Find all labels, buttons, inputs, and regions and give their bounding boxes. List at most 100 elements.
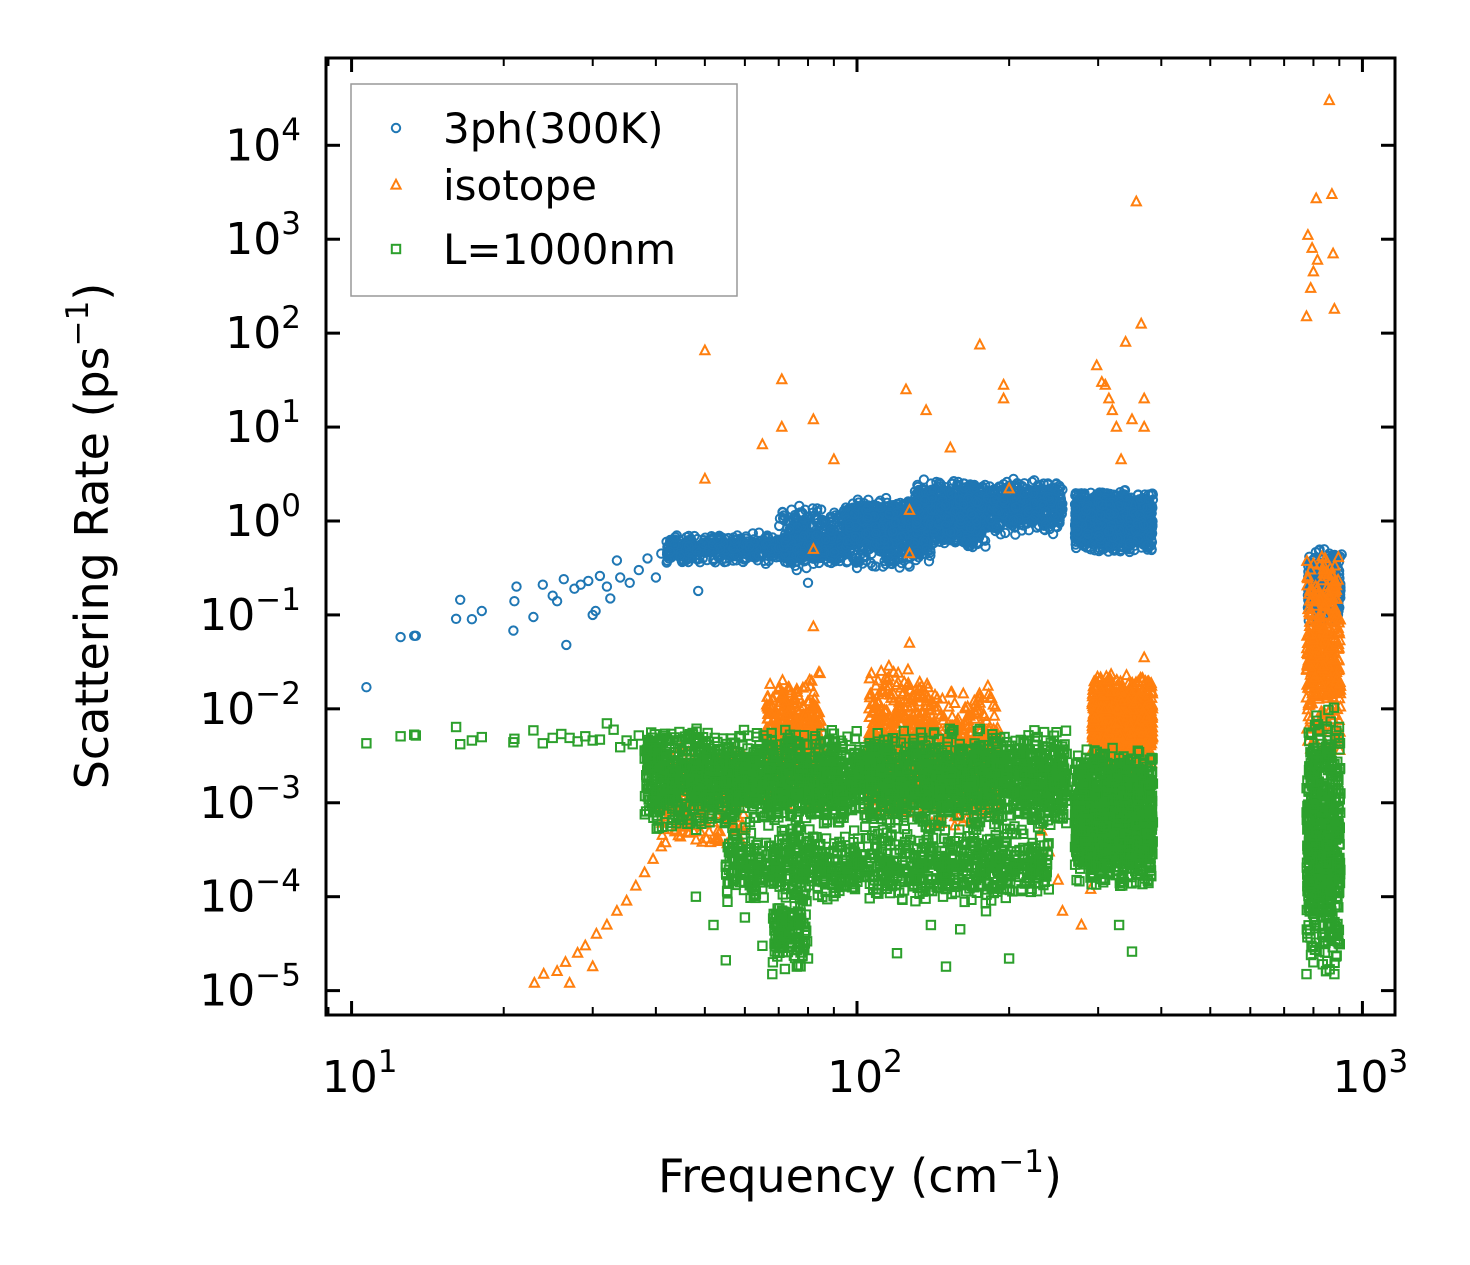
data-point	[1326, 246, 1340, 259]
data-point	[997, 377, 1010, 390]
plot-area	[361, 93, 1347, 988]
data-point	[605, 593, 616, 604]
data-point	[740, 531, 752, 542]
data-point	[1119, 334, 1132, 347]
data-point	[691, 545, 702, 556]
data-point	[662, 541, 673, 552]
data-point	[692, 554, 703, 565]
data-point	[753, 549, 764, 561]
data-point	[919, 403, 933, 416]
data-point	[508, 625, 519, 636]
data-point	[528, 975, 541, 988]
data-point	[1056, 903, 1069, 916]
data-point	[537, 966, 550, 979]
data-point	[693, 585, 704, 597]
data-point	[450, 613, 462, 624]
data-point	[738, 552, 750, 563]
data-point	[865, 557, 877, 569]
data-point	[775, 419, 789, 432]
data-point	[716, 554, 728, 565]
data-point	[1130, 194, 1143, 207]
data-point	[744, 541, 755, 552]
data-point	[807, 412, 820, 425]
data-point	[1110, 419, 1123, 432]
data-point	[558, 574, 569, 585]
data-point	[1323, 93, 1336, 106]
data-point	[610, 903, 624, 916]
data-point	[819, 547, 830, 558]
data-point	[1137, 419, 1151, 432]
data-point	[780, 537, 791, 548]
data-point	[620, 893, 633, 906]
data-point	[455, 594, 466, 605]
data-point	[650, 572, 662, 583]
data-point	[698, 471, 712, 484]
data-point	[600, 917, 614, 930]
data-point	[629, 878, 643, 891]
data-point	[611, 555, 623, 566]
data-point	[1300, 309, 1313, 322]
data-point	[509, 596, 520, 607]
data-point	[807, 619, 820, 632]
data-point	[801, 562, 812, 574]
data-point	[826, 525, 838, 537]
data-point	[1304, 280, 1317, 293]
data-point	[1307, 264, 1320, 277]
data-point	[1090, 358, 1103, 371]
data-point	[1301, 227, 1315, 240]
data-point	[551, 596, 563, 607]
data-point	[683, 530, 694, 542]
data-point	[1114, 452, 1128, 465]
data-point	[550, 964, 564, 976]
data-point	[563, 975, 576, 988]
data-point	[476, 605, 487, 617]
data-point	[759, 555, 770, 566]
data-point	[642, 553, 653, 564]
data-point	[944, 440, 957, 453]
data-point	[756, 437, 769, 450]
data-point	[594, 570, 606, 582]
data-point	[361, 682, 372, 693]
data-point	[1137, 391, 1151, 404]
data-point	[633, 564, 644, 576]
data-point	[410, 630, 421, 641]
data-point	[1311, 252, 1324, 265]
data-point	[694, 557, 706, 568]
data-point	[638, 865, 651, 878]
data-point	[715, 543, 726, 555]
data-point	[1328, 301, 1341, 314]
data-point	[973, 337, 987, 350]
data-point	[561, 639, 572, 651]
data-point	[664, 546, 676, 558]
series-circle-group	[361, 473, 1347, 693]
data-point	[1075, 917, 1088, 930]
data-point	[1125, 412, 1139, 425]
data-point	[683, 540, 694, 552]
data-point	[395, 631, 406, 643]
data-point	[732, 550, 743, 561]
data-point	[698, 343, 712, 356]
data-point	[615, 572, 626, 583]
data-point	[601, 581, 613, 592]
data-point	[579, 938, 592, 951]
data-point	[895, 547, 907, 558]
data-point	[1309, 191, 1323, 204]
data-point	[729, 534, 740, 546]
data-point	[903, 635, 916, 648]
data-point	[537, 579, 548, 590]
data-point	[1325, 187, 1339, 199]
data-point	[624, 577, 635, 588]
data-point	[590, 605, 601, 617]
data-point	[774, 520, 785, 532]
data-point	[1051, 872, 1065, 885]
data-point	[997, 391, 1010, 404]
data-point	[802, 577, 814, 588]
data-point	[775, 372, 789, 385]
data-point	[1102, 391, 1116, 404]
data-point	[586, 959, 599, 972]
data-point	[583, 575, 594, 587]
data-point	[559, 954, 572, 967]
data-point	[466, 614, 478, 625]
data-point	[511, 581, 522, 592]
